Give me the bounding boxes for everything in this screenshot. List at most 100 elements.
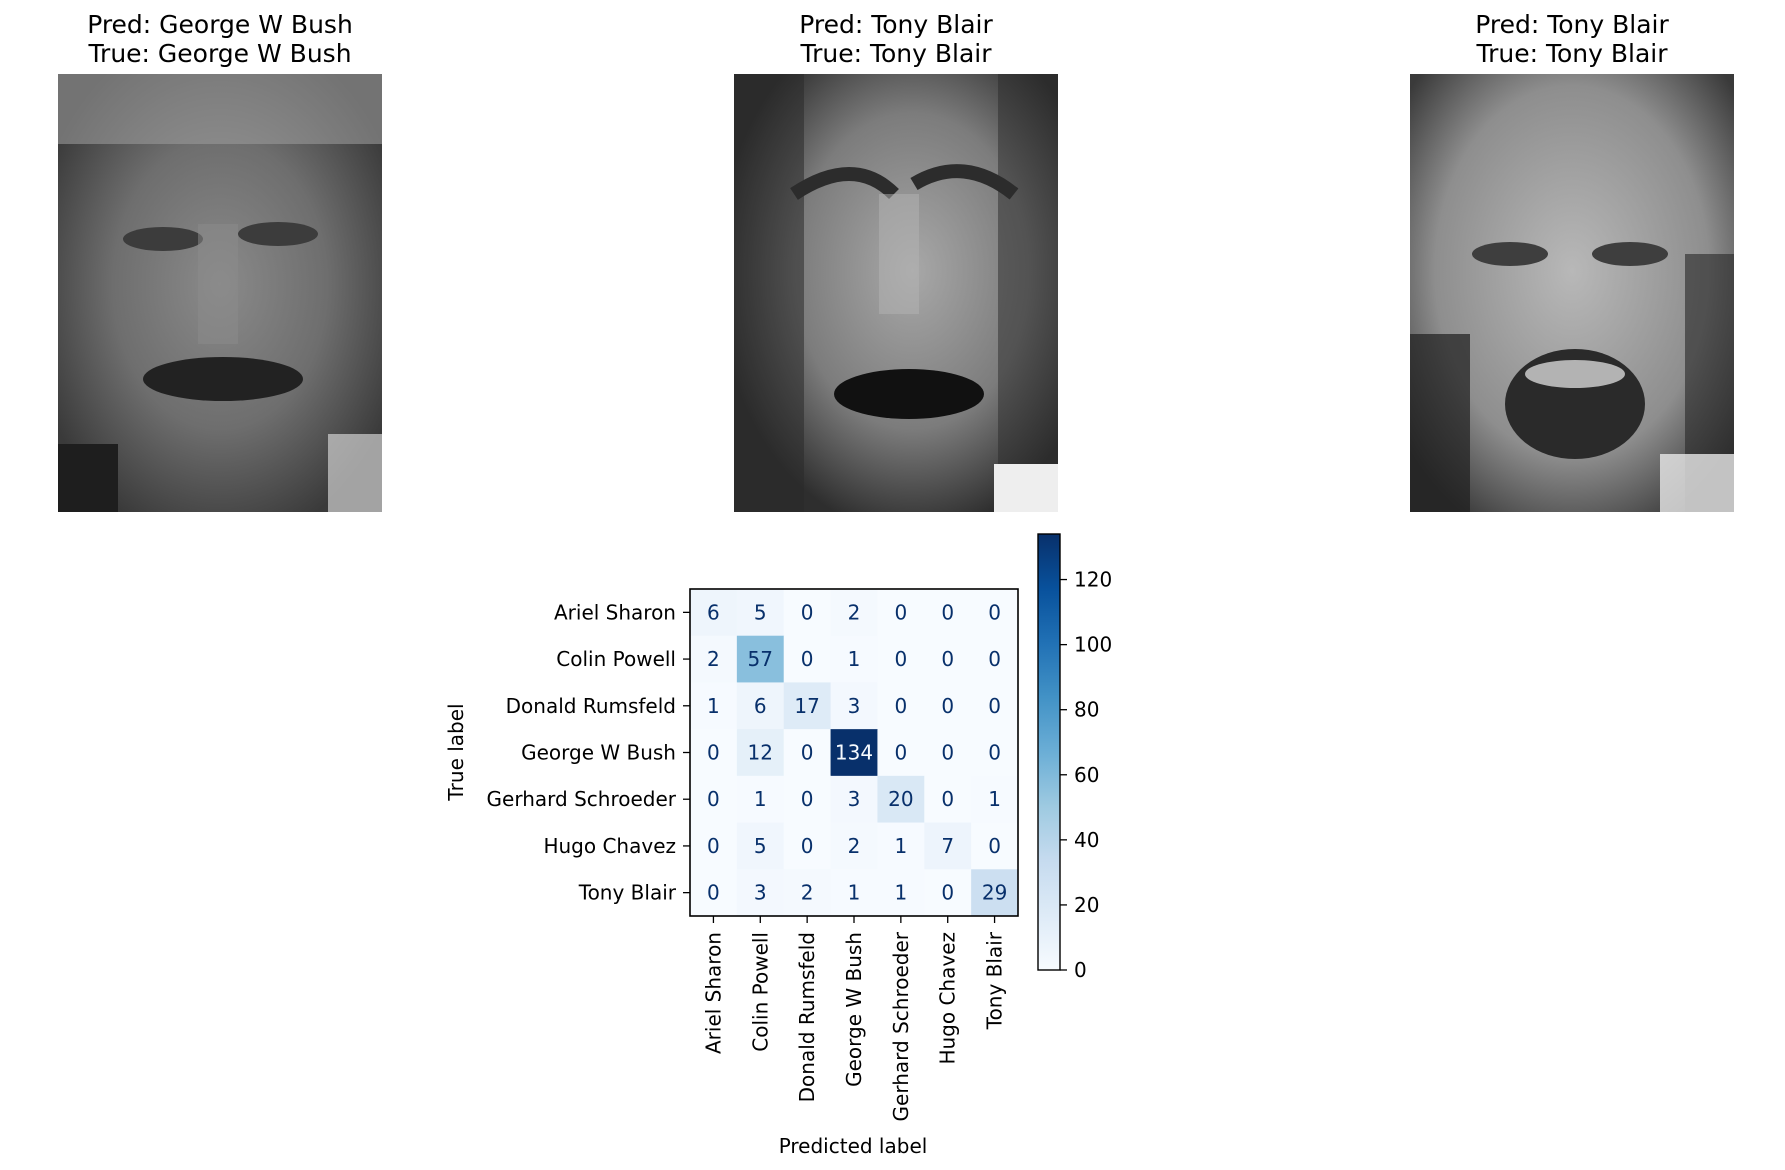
face-image-2 bbox=[734, 74, 1058, 512]
heatmap-cell bbox=[736, 682, 785, 730]
heatmap-cell bbox=[830, 729, 878, 777]
heatmap-cell-value: 57 bbox=[748, 647, 773, 671]
heatmap-cell bbox=[830, 775, 878, 824]
heatmap-cell-value: 134 bbox=[835, 741, 873, 765]
heatmap-cell bbox=[830, 822, 878, 870]
heatmap-cell-value: 0 bbox=[707, 834, 720, 858]
heatmap-cell bbox=[877, 589, 925, 637]
heatmap-cell-value: 1 bbox=[848, 881, 861, 905]
panel-2-true-label: True: Tony Blair bbox=[800, 39, 992, 68]
heatmap-cell bbox=[877, 869, 925, 917]
x-tick-label: Hugo Chavez bbox=[936, 932, 960, 1065]
heatmap-cell-value: 0 bbox=[801, 834, 814, 858]
heatmap-cell-value: 0 bbox=[707, 741, 720, 765]
heatmap-cell bbox=[690, 635, 738, 683]
colorbar-tick-label: 20 bbox=[1074, 893, 1099, 917]
y-axis-label: True label bbox=[444, 703, 468, 801]
heatmap-cell-value: 0 bbox=[941, 694, 954, 718]
heatmap-cell bbox=[971, 682, 1019, 730]
panel-2-pred-label: Pred: Tony Blair bbox=[799, 10, 993, 39]
colorbar bbox=[1037, 533, 1061, 971]
panel-3-pred-label: Pred: Tony Blair bbox=[1475, 10, 1669, 39]
heatmap-cell-value: 0 bbox=[941, 741, 954, 765]
heatmap-cell bbox=[736, 589, 785, 637]
axis-ticks: Ariel Sharon Ariel Sharon Colin Powell Coli… bbox=[487, 600, 1007, 1121]
x-axis-label: Predicted label bbox=[779, 1134, 928, 1158]
heatmap-cell-value: 0 bbox=[801, 741, 814, 765]
heatmap-cell-value: 20 bbox=[888, 787, 913, 811]
heatmap-cell bbox=[924, 589, 972, 637]
colorbar-tick-label: 40 bbox=[1074, 828, 1099, 852]
heatmap-cell bbox=[830, 682, 878, 730]
heatmap-cell bbox=[783, 729, 832, 777]
heatmap-cell bbox=[690, 869, 738, 917]
x-tick-label: Donald Rumsfeld bbox=[795, 932, 819, 1102]
heatmap-cell bbox=[877, 822, 925, 870]
heatmap-cell-value: 0 bbox=[941, 787, 954, 811]
heatmap-cell-value: 0 bbox=[988, 647, 1001, 671]
heatmap-cell bbox=[971, 869, 1019, 917]
heatmap-cell bbox=[971, 589, 1019, 637]
heatmap-cell-value: 12 bbox=[748, 741, 773, 765]
y-tick-label: Donald Rumsfeld bbox=[506, 694, 676, 718]
heatmap-cells: 6 5 0 2 0 0 02 57 0 1 0 0 01 6 17 3 0 0 00 12 0 134 0 0 00 1 0 3 20 0… bbox=[690, 589, 1019, 917]
heatmap-cell bbox=[924, 729, 972, 777]
heatmap-cell bbox=[736, 775, 785, 824]
heatmap-cell bbox=[690, 775, 738, 824]
heatmap-cell bbox=[783, 775, 832, 824]
heatmap-cell bbox=[783, 869, 832, 917]
heatmap-cell bbox=[830, 635, 878, 683]
y-tick-label: George W Bush bbox=[521, 741, 676, 765]
heatmap-cell-value: 5 bbox=[754, 834, 767, 858]
panel-1-true-label: True: George W Bush bbox=[88, 39, 352, 68]
x-tick-label: Gerhard Schroeder bbox=[889, 931, 913, 1121]
heatmap-cell bbox=[736, 729, 785, 777]
heatmap-cell-value: 3 bbox=[848, 787, 861, 811]
heatmap-cell-value: 0 bbox=[707, 881, 720, 905]
colorbar-tick-label: 0 bbox=[1074, 958, 1087, 982]
heatmap-cell-value: 0 bbox=[801, 787, 814, 811]
heatmap-cell bbox=[736, 822, 785, 870]
heatmap-cell-value: 1 bbox=[707, 694, 720, 718]
panel-1-pred-label: Pred: George W Bush bbox=[87, 10, 353, 39]
heatmap-cell-value: 29 bbox=[982, 881, 1007, 905]
y-tick-label: Ariel Sharon bbox=[554, 600, 676, 624]
colorbar-tick-label: 120 bbox=[1074, 568, 1112, 592]
colorbar-tick-label: 100 bbox=[1074, 633, 1112, 657]
heatmap-cell bbox=[830, 589, 878, 637]
heatmap-cell bbox=[783, 589, 832, 637]
heatmap-cell bbox=[830, 869, 878, 917]
heatmap-cell bbox=[924, 869, 972, 917]
panel-3-title: Pred: Tony Blair True: Tony Blair bbox=[1372, 10, 1772, 68]
heatmap-cell-value: 3 bbox=[848, 694, 861, 718]
y-tick-label: Tony Blair bbox=[578, 881, 677, 905]
heatmap-cell-value: 0 bbox=[941, 881, 954, 905]
heatmap-cell bbox=[924, 775, 972, 824]
heatmap-cell-value: 0 bbox=[988, 834, 1001, 858]
heatmap-cell-value: 0 bbox=[941, 600, 954, 624]
heatmap-cell-value: 5 bbox=[754, 600, 767, 624]
heatmap-cell-value: 6 bbox=[707, 600, 720, 624]
heatmap-cell bbox=[971, 729, 1019, 777]
panel-1-title: Pred: George W Bush True: George W Bush bbox=[20, 10, 420, 68]
heatmap-cell bbox=[924, 822, 972, 870]
heatmap-cell bbox=[690, 822, 738, 870]
heatmap-cell bbox=[924, 635, 972, 683]
heatmap-cell bbox=[971, 822, 1019, 870]
heatmap-cell bbox=[783, 682, 832, 730]
heatmap-cell-value: 0 bbox=[894, 741, 907, 765]
heatmap-cell-value: 0 bbox=[988, 741, 1001, 765]
heatmap-cell bbox=[971, 775, 1019, 824]
y-tick-label: Colin Powell bbox=[556, 647, 676, 671]
panel-2-title: Pred: Tony Blair True: Tony Blair bbox=[696, 10, 1096, 68]
heatmap-cell bbox=[971, 635, 1019, 683]
heatmap-cell bbox=[736, 869, 785, 917]
colorbar-tick-label: 80 bbox=[1074, 698, 1099, 722]
heatmap-cell bbox=[877, 775, 925, 824]
face-image-3 bbox=[1410, 74, 1734, 512]
heatmap-cell-value: 7 bbox=[941, 834, 954, 858]
heatmap-cell-value: 0 bbox=[894, 694, 907, 718]
x-tick-label: Colin Powell bbox=[748, 932, 772, 1052]
heatmap-cell-value: 0 bbox=[988, 600, 1001, 624]
